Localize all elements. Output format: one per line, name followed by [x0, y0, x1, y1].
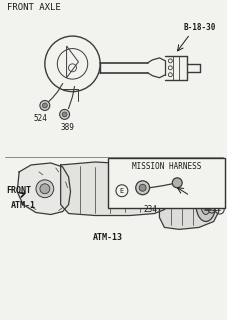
Circle shape: [168, 73, 172, 77]
Text: FRONT: FRONT: [6, 186, 31, 195]
Circle shape: [172, 178, 181, 188]
Ellipse shape: [195, 188, 215, 221]
Ellipse shape: [200, 195, 210, 214]
Circle shape: [168, 59, 172, 63]
Circle shape: [168, 66, 172, 70]
Circle shape: [207, 206, 214, 213]
Circle shape: [135, 181, 149, 195]
Circle shape: [62, 112, 67, 117]
Circle shape: [138, 184, 146, 191]
Text: 234: 234: [143, 204, 157, 214]
Circle shape: [40, 184, 49, 194]
Circle shape: [36, 180, 54, 198]
Circle shape: [42, 103, 47, 108]
Text: MISSION HARNESS: MISSION HARNESS: [131, 162, 200, 171]
Circle shape: [40, 100, 49, 110]
Text: FRONT AXLE: FRONT AXLE: [7, 4, 61, 12]
Text: B-18-30: B-18-30: [182, 23, 215, 32]
Text: 524: 524: [33, 114, 47, 124]
Circle shape: [116, 185, 127, 197]
Text: E: E: [217, 207, 221, 212]
Text: ATM-13: ATM-13: [93, 233, 123, 242]
Polygon shape: [60, 162, 173, 215]
Text: E: E: [119, 188, 123, 194]
Polygon shape: [17, 163, 70, 214]
Text: ATM-1: ATM-1: [11, 201, 36, 210]
Text: 389: 389: [60, 123, 74, 132]
Circle shape: [213, 207, 218, 212]
Bar: [108, 158, 224, 208]
Circle shape: [214, 205, 223, 214]
Circle shape: [59, 109, 69, 119]
Text: M-8: M-8: [205, 183, 219, 192]
Polygon shape: [159, 178, 218, 229]
